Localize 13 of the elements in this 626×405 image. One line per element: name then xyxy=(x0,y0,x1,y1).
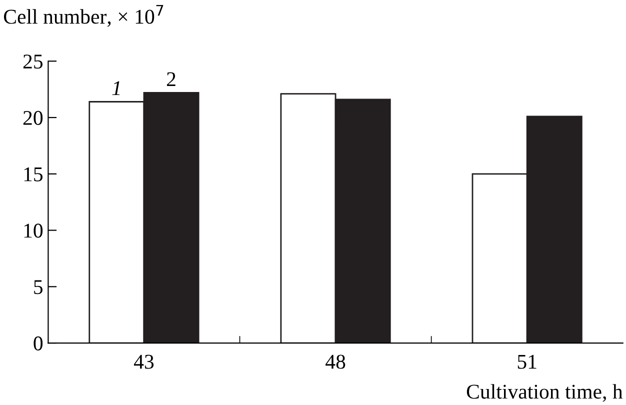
y-tick-label: 25 xyxy=(23,54,43,69)
y-tick-label: 15 xyxy=(24,167,43,182)
series-label: 1 xyxy=(112,81,120,96)
y-tick-label: 0 xyxy=(34,336,43,350)
y-tick-label: 10 xyxy=(24,224,43,238)
y-tick-label: 5 xyxy=(34,280,43,294)
y-tick-label: 20 xyxy=(23,110,43,125)
x-tick-label: 43 xyxy=(134,354,154,369)
x-tick-label: 51 xyxy=(518,354,536,369)
x-axis-title: Cultivation time, h xyxy=(466,384,623,402)
series-label: 2 xyxy=(166,72,176,86)
y-axis-title: Cell number, × 10$^{7}$ xyxy=(4,4,164,27)
x-tick-label: 48 xyxy=(326,354,346,369)
